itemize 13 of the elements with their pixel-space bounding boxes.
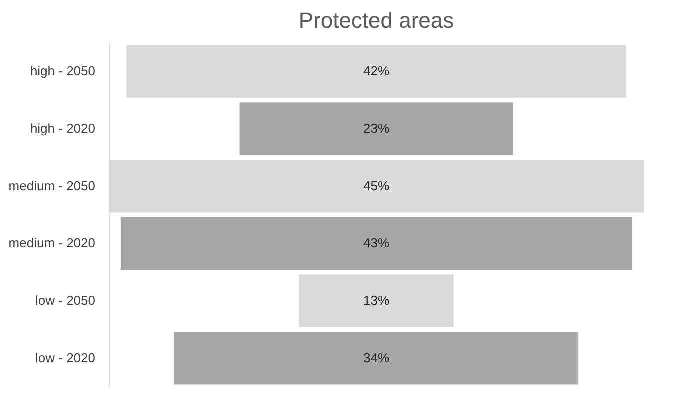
- category-label: high - 2050: [30, 64, 96, 79]
- data-label: 42%: [363, 64, 390, 79]
- category-label: medium - 2020: [8, 236, 96, 251]
- data-label: 34%: [363, 350, 390, 366]
- text: Protected areas: [298, 8, 454, 33]
- data-label: 23%: [363, 121, 390, 136]
- data-label: 45%: [363, 178, 390, 194]
- category-label: medium - 2050: [8, 178, 96, 194]
- data-label: 43%: [363, 236, 390, 251]
- category-label: low - 2020: [36, 350, 96, 366]
- category-label: high - 2020: [30, 121, 96, 136]
- data-label: 13%: [363, 293, 390, 308]
- category-label: low - 2050: [36, 293, 96, 308]
